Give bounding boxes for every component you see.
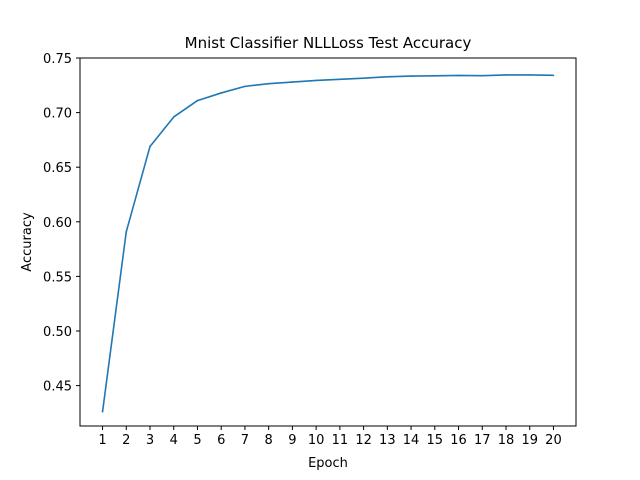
x-axis-label: Epoch — [308, 456, 348, 471]
data-point — [386, 75, 389, 78]
x-tick-label: 6 — [217, 433, 225, 448]
plot-frame — [79, 57, 577, 427]
data-point — [552, 74, 555, 77]
x-tick-label: 15 — [427, 433, 444, 448]
data-point — [125, 230, 128, 233]
data-point — [505, 74, 507, 76]
y-axis-label: Accuracy — [20, 212, 35, 272]
data-point — [315, 79, 317, 82]
y-tick-label: 0.65 — [43, 161, 72, 176]
data-point — [220, 92, 223, 94]
y-tick-label: 0.55 — [43, 270, 72, 285]
data-point — [101, 411, 104, 413]
data-point — [172, 116, 175, 118]
data-point — [339, 78, 341, 81]
x-tick-label: 8 — [265, 433, 273, 448]
x-tick-label: 20 — [545, 433, 562, 448]
y-tick-label: 0.70 — [43, 107, 72, 122]
data-point — [410, 75, 412, 77]
data-point — [267, 82, 270, 85]
data-point — [291, 81, 294, 83]
y-tick-label: 0.50 — [43, 325, 72, 340]
x-tick-label: 18 — [498, 433, 515, 448]
data-point — [196, 99, 199, 102]
x-tick-label: 14 — [403, 433, 420, 448]
y-tick-label: 0.45 — [43, 380, 72, 395]
x-tick-label: 11 — [332, 433, 349, 448]
x-tick-label: 7 — [241, 433, 249, 448]
data-point — [244, 85, 246, 88]
x-tick-label: 4 — [170, 433, 178, 448]
data-point — [481, 74, 484, 77]
data-point — [457, 74, 460, 77]
x-tick-label: 1 — [98, 433, 106, 448]
y-tick-label: 0.75 — [43, 52, 72, 67]
x-tick-label: 3 — [146, 433, 154, 448]
x-tick-label: 16 — [450, 433, 467, 448]
data-point — [433, 74, 436, 77]
series-line — [101, 74, 554, 412]
x-tick-label: 2 — [122, 433, 130, 448]
x-tick-label: 19 — [521, 433, 538, 448]
x-tick-label: 13 — [379, 433, 396, 448]
x-tick-label: 9 — [288, 433, 296, 448]
y-tick-label: 0.60 — [43, 216, 72, 231]
data-point — [528, 74, 531, 76]
data-point — [362, 77, 365, 80]
plot-area — [101, 74, 555, 413]
x-tick-label: 10 — [308, 433, 325, 448]
x-tick-label: 5 — [193, 433, 201, 448]
x-tick-label: 17 — [474, 433, 491, 448]
data-point — [149, 145, 151, 148]
chart-title: Mnist Classifier NLLLoss Test Accuracy — [185, 34, 472, 52]
x-tick-label: 12 — [355, 433, 372, 448]
